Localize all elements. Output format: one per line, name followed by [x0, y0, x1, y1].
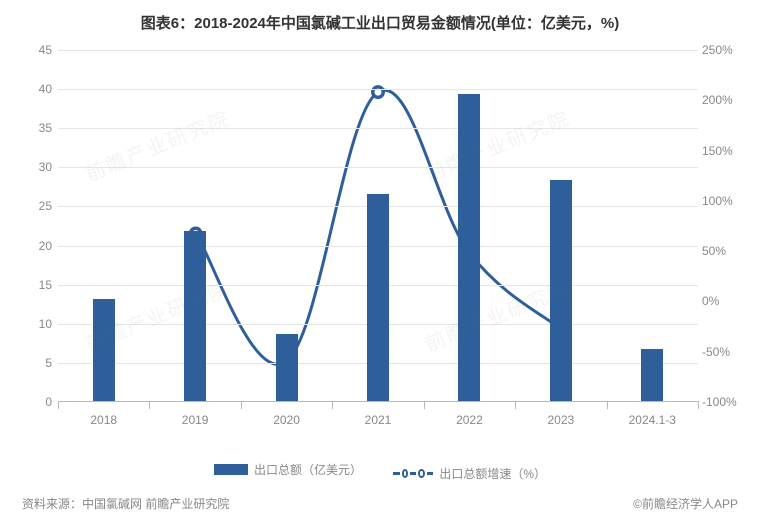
gridline — [58, 167, 698, 168]
x-tick — [698, 401, 699, 409]
y-left-tick-label: 5 — [24, 356, 52, 370]
legend-bar-swatch — [214, 464, 248, 475]
plot-area: 051015202530354045-100%-50%0%50%100%150%… — [58, 50, 698, 402]
x-tick-label: 2018 — [90, 413, 117, 427]
x-tick-label: 2022 — [456, 413, 483, 427]
y-right-tick-label: -50% — [702, 345, 742, 359]
x-tick — [149, 401, 150, 409]
y-left-tick-label: 45 — [24, 43, 52, 57]
x-tick — [332, 401, 333, 409]
y-right-tick-label: 50% — [702, 244, 742, 258]
gridline — [58, 128, 698, 129]
x-tick-label: 2019 — [182, 413, 209, 427]
x-tick — [241, 401, 242, 409]
y-left-tick-label: 25 — [24, 199, 52, 213]
x-tick-label: 2023 — [547, 413, 574, 427]
x-tick-label: 2021 — [365, 413, 392, 427]
y-right-tick-label: 250% — [702, 43, 742, 57]
y-right-tick-label: 200% — [702, 93, 742, 107]
gridline — [58, 50, 698, 51]
bar — [367, 194, 389, 401]
legend-item-bar: 出口总额（亿美元） — [214, 461, 362, 478]
y-right-tick-label: 0% — [702, 294, 742, 308]
y-right-tick-label: 150% — [702, 144, 742, 158]
bar — [276, 334, 298, 401]
x-tick — [607, 401, 608, 409]
x-tick-label: 2020 — [273, 413, 300, 427]
y-left-tick-label: 35 — [24, 121, 52, 135]
bar — [93, 299, 115, 401]
gridline — [58, 89, 698, 90]
legend-bar-label: 出口总额（亿美元） — [254, 461, 362, 478]
y-right-tick-label: -100% — [702, 395, 742, 409]
bar — [458, 94, 480, 401]
y-left-tick-label: 20 — [24, 239, 52, 253]
y-left-tick-label: 10 — [24, 317, 52, 331]
legend-line-swatch — [393, 468, 433, 480]
chart-title: 图表6：2018-2024年中国氯碱工业出口贸易金额情况(单位：亿美元，%) — [0, 0, 760, 33]
x-tick — [515, 401, 516, 409]
y-right-tick-label: 100% — [702, 194, 742, 208]
legend: 出口总额（亿美元） 出口总额增速（%） — [0, 461, 760, 482]
y-left-tick-label: 30 — [24, 160, 52, 174]
x-tick-label: 2024.1-3 — [629, 413, 676, 427]
x-tick — [424, 401, 425, 409]
app-credit: ©前瞻经济学人APP — [633, 495, 738, 512]
y-left-tick-label: 40 — [24, 82, 52, 96]
y-left-tick-label: 15 — [24, 278, 52, 292]
chart-container: 0 5 10 15 20 25 30 35 40 45 -100% -50% 0% 50% 100% 150%… — [18, 42, 742, 442]
legend-item-line: 出口总额增速（%） — [393, 465, 546, 482]
source-text: 资料来源：中国氯碱网 前瞻产业研究院 — [22, 495, 229, 512]
bar — [184, 231, 206, 401]
bar — [550, 180, 572, 401]
x-tick — [58, 401, 59, 409]
legend-line-label: 出口总额增速（%） — [439, 465, 546, 482]
bar — [641, 349, 663, 401]
y-left-tick-label: 0 — [24, 395, 52, 409]
